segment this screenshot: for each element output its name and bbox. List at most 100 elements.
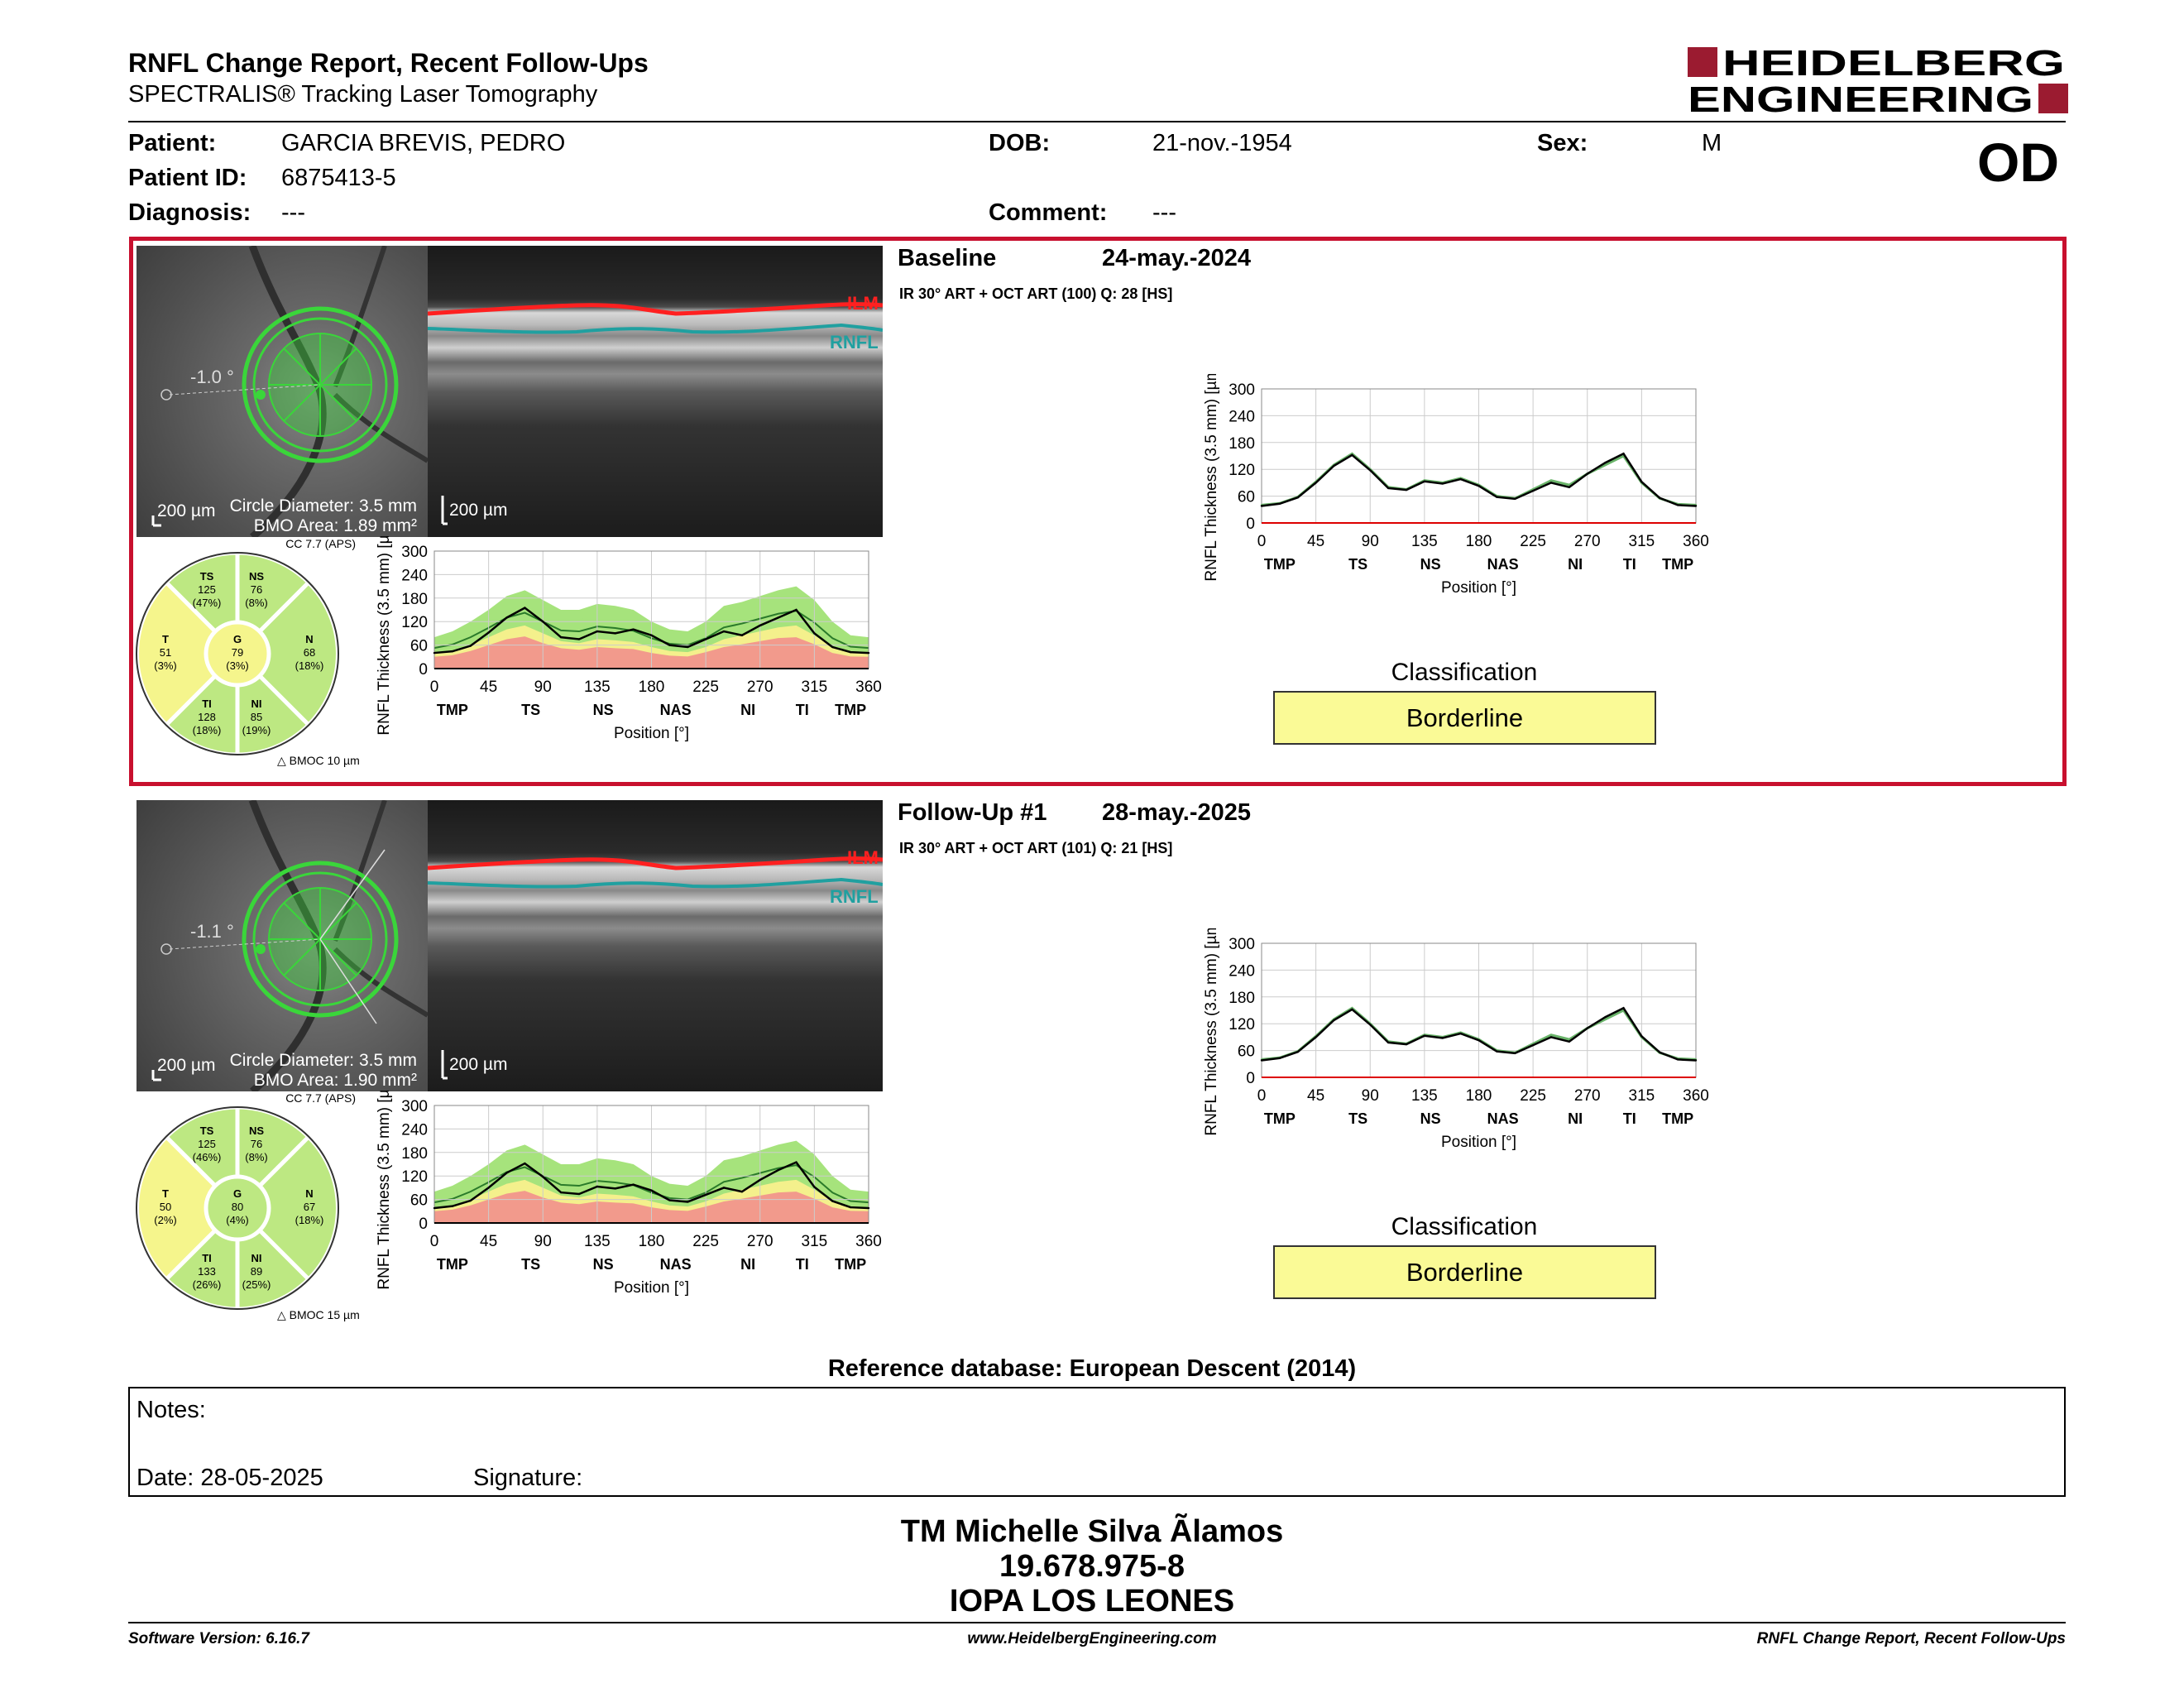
data-point-baseline xyxy=(668,644,671,646)
sector-g-pct: (3%) xyxy=(226,659,248,672)
y-tick-label: 120 xyxy=(401,1168,428,1186)
baseline-fundus-scale: 200 µm xyxy=(157,501,216,520)
signer-id: 19.678.975-8 xyxy=(999,1549,1185,1584)
data-point-follow-up xyxy=(704,1193,707,1196)
sector-ts-value: 125 xyxy=(198,583,216,596)
data-point-baseline xyxy=(1549,479,1553,482)
followup-ilm-label: ILM xyxy=(847,847,879,868)
sector-axis-label: NAS xyxy=(660,1256,692,1273)
data-point-follow-up xyxy=(1351,1008,1353,1011)
data-point-follow-up xyxy=(1622,1007,1625,1009)
sector-ts-value: 125 xyxy=(198,1138,216,1150)
sector-axis-label: TS xyxy=(1348,1110,1367,1127)
sector-n-pct: (18%) xyxy=(295,1214,324,1226)
sector-axis-label: TMP xyxy=(1264,556,1296,573)
data-point-follow-up xyxy=(1296,1051,1299,1053)
data-point-follow-up xyxy=(1531,1043,1535,1047)
followup-bscan-scale: 200 µm xyxy=(449,1055,508,1074)
y-tick-label: 0 xyxy=(1246,1070,1255,1087)
data-point-follow-up xyxy=(1549,482,1553,484)
x-tick-label: 0 xyxy=(430,679,439,696)
sector-axis-label: NAS xyxy=(1487,556,1519,573)
sector-axis-label: NI xyxy=(1568,556,1583,573)
website-link[interactable]: www.HeidelbergEngineering.com xyxy=(967,1630,1217,1647)
sector-pie-graphic: TS NS T G N TI NI 125 (47%) 76 (8%) 51 (… xyxy=(135,550,340,757)
sector-ni-value: 89 xyxy=(251,1265,262,1278)
data-point-follow-up xyxy=(1441,482,1444,485)
followup-scan-info: IR 30° ART + OCT ART (101) Q: 21 [HS] xyxy=(899,840,1173,856)
followup-fundus-image xyxy=(136,800,428,1091)
baseline-exam-label: Baseline xyxy=(898,245,997,271)
y-tick-label: 60 xyxy=(410,638,428,655)
software-version: Software Version: 6.16.7 xyxy=(128,1630,309,1647)
report-name-footer: RNFL Change Report, Recent Follow-Ups xyxy=(1756,1630,2066,1647)
baseline-cc-label: CC 7.7 (APS) xyxy=(285,537,356,550)
data-point-follow-up xyxy=(1478,1038,1480,1042)
data-point-follow-up xyxy=(650,1189,653,1192)
sector-g-value: 80 xyxy=(232,1201,243,1213)
sector-ni-pct: (25%) xyxy=(242,1278,271,1291)
fundus-overlay xyxy=(151,800,428,1091)
data-point-follow-up xyxy=(1315,482,1317,484)
sector-axis-label: TMP xyxy=(437,702,468,718)
x-tick-label: 180 xyxy=(639,679,665,696)
sector-axis-label: TI xyxy=(1623,556,1636,573)
data-point-baseline xyxy=(542,621,544,623)
logo-line2: ENGINEERING xyxy=(1688,79,2033,116)
data-point-baseline xyxy=(867,651,870,655)
sector-axis-label: NI xyxy=(740,1256,755,1273)
sector-ni-pct: (19%) xyxy=(242,724,271,736)
data-point-follow-up xyxy=(632,1183,635,1186)
sex-value: M xyxy=(1702,130,1722,156)
sector-t-value: 50 xyxy=(160,1201,171,1213)
data-point-follow-up xyxy=(1478,484,1480,487)
sector-axis-label: NI xyxy=(740,702,755,718)
data-point-baseline xyxy=(505,616,508,619)
notes-date: Date: 28-05-2025 xyxy=(136,1465,323,1491)
followup-cc-label: CC 7.7 (APS) xyxy=(285,1091,356,1105)
sector-ts-label: TS xyxy=(200,570,214,583)
chart-svg: 0 60 120 180 240 300 0 45 90 135 180 225 270 315 360 TM… xyxy=(376,517,882,742)
data-point-follow-up xyxy=(1496,496,1498,498)
data-point-baseline xyxy=(650,634,653,636)
baseline-angle-label: -1.0 ° xyxy=(190,367,234,387)
sector-t-label: T xyxy=(162,633,169,645)
data-point-follow-up xyxy=(1423,480,1426,482)
sector-g-pct: (4%) xyxy=(226,1214,248,1226)
data-point-baseline xyxy=(433,651,436,655)
data-point-follow-up xyxy=(1260,505,1263,507)
patient-name: GARCIA BREVIS, PEDRO xyxy=(281,130,566,156)
data-point-follow-up xyxy=(1315,1036,1317,1038)
data-point-follow-up xyxy=(1278,1057,1281,1059)
patient-id-label: Patient ID: xyxy=(128,165,247,191)
y-tick-label: 0 xyxy=(1246,516,1255,533)
notes-signature-label: Signature: xyxy=(473,1465,583,1491)
sector-axis-label: TS xyxy=(521,1256,540,1273)
chart-svg: 0 60 120 180 240 300 0 45 90 135 180 225 270 315 360 TM… xyxy=(376,1072,882,1297)
sector-axis-label: NAS xyxy=(660,702,692,718)
baseline-exam-date: 24-may.-2024 xyxy=(1102,245,1252,271)
data-point-follow-up xyxy=(813,1186,816,1188)
x-axis-label: Position [°] xyxy=(1441,1134,1516,1151)
data-point-follow-up xyxy=(487,1187,490,1189)
x-tick-label: 90 xyxy=(1362,1087,1379,1105)
x-tick-label: 0 xyxy=(430,1233,439,1250)
x-tick-label: 90 xyxy=(1362,533,1379,550)
data-point-baseline xyxy=(831,645,834,649)
sector-axis-label: TI xyxy=(1623,1110,1636,1127)
baseline-bmoc-label: △ BMOC 10 µm xyxy=(277,754,360,768)
y-tick-label: 60 xyxy=(1238,489,1255,506)
data-point-baseline xyxy=(849,650,852,654)
notes-box[interactable]: Notes: Date: 28-05-2025 Signature: xyxy=(128,1387,2066,1497)
x-axis-label: Position [°] xyxy=(614,1279,689,1297)
data-point-baseline xyxy=(740,634,744,636)
data-point-follow-up xyxy=(1351,453,1353,457)
x-tick-label: 45 xyxy=(480,679,497,696)
sector-axis-label: NS xyxy=(593,1256,614,1273)
sector-ns-pct: (8%) xyxy=(245,597,267,609)
y-tick-label: 300 xyxy=(401,1098,428,1115)
data-point-follow-up xyxy=(1531,489,1535,492)
sector-ni-label: NI xyxy=(251,698,262,710)
sector-g-shape xyxy=(204,1174,271,1242)
sector-pie-graphic: TS NS T G N TI NI 125 (46%) 76 (8%) 50 (… xyxy=(135,1105,340,1312)
